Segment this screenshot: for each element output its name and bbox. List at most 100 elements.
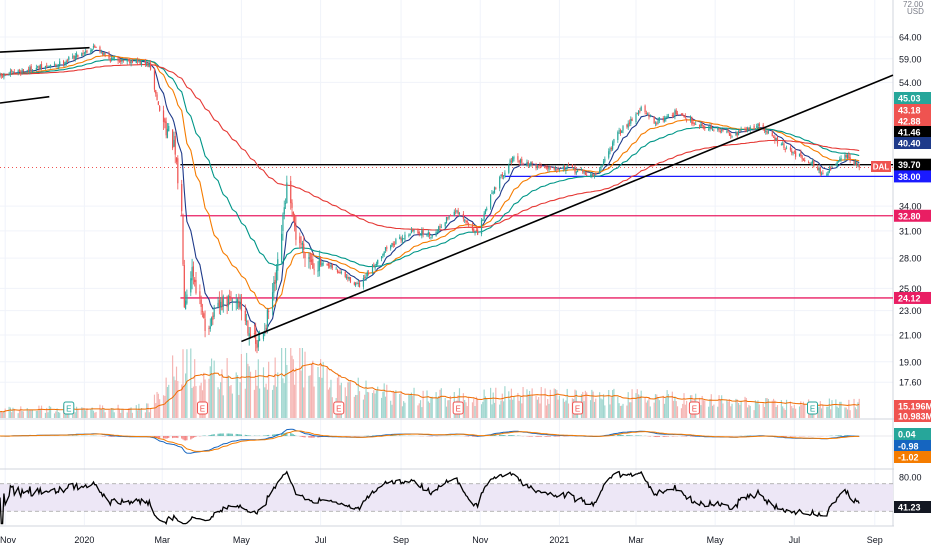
candle-body — [486, 209, 487, 210]
candle — [446, 217, 447, 224]
candle-body — [210, 326, 211, 329]
level-label-39-70[interactable]: 39.70 — [894, 159, 931, 171]
volume-bar — [358, 378, 359, 418]
level-label-38-00[interactable]: 38.00 — [894, 170, 931, 182]
volume-bar — [632, 389, 633, 418]
volume-bar — [568, 404, 569, 418]
volume-bar — [704, 400, 705, 418]
macd-hist-bar — [236, 434, 237, 436]
volume-bar — [526, 389, 527, 418]
volume-bar — [657, 397, 658, 418]
candle-body — [759, 124, 760, 126]
candle-body — [563, 167, 564, 169]
candle-body — [204, 319, 205, 331]
earnings-marker[interactable]: E — [64, 402, 74, 414]
macd-label-hist[interactable]: 0.04 — [894, 428, 931, 440]
candle — [390, 245, 391, 251]
rsi-tick-80: 80.00 — [899, 472, 922, 482]
earnings-marker[interactable]: E — [808, 402, 818, 414]
price-label-43-18[interactable]: 43.18 — [894, 104, 931, 116]
candle — [90, 48, 91, 54]
volume-bar — [600, 398, 601, 418]
candle-body — [436, 232, 437, 236]
candle — [339, 269, 340, 274]
candle — [774, 135, 775, 144]
candle — [776, 138, 777, 141]
earnings-marker[interactable]: E — [689, 402, 699, 414]
candle-body — [766, 131, 767, 133]
price-label-45-03[interactable]: 45.03 — [894, 92, 931, 104]
candle-body — [2, 76, 3, 77]
candle-body — [626, 125, 627, 127]
candle-body — [821, 174, 822, 175]
candle — [141, 60, 142, 67]
candle-body — [403, 238, 404, 239]
level-label-24-12[interactable]: 24.12 — [894, 292, 931, 304]
volume-bar — [547, 399, 548, 418]
earnings-marker[interactable]: E — [573, 402, 583, 414]
candle-body — [648, 115, 649, 118]
candle — [341, 270, 342, 274]
candle-body — [128, 59, 129, 60]
candle-body — [831, 166, 832, 167]
candle-body — [685, 116, 686, 118]
candle — [853, 161, 854, 165]
macd-label-line-text: -0.98 — [898, 442, 919, 452]
candle-body — [472, 225, 473, 230]
candle-body — [101, 52, 102, 53]
earnings-marker[interactable]: E — [334, 402, 344, 414]
volume-bar — [182, 349, 183, 418]
price-label-41-46[interactable]: 41.46 — [894, 126, 931, 138]
volume-bar — [75, 412, 76, 418]
candle-body — [40, 65, 41, 69]
level-label-32-80[interactable]: 32.80 — [894, 210, 931, 222]
candle — [1, 73, 2, 79]
earnings-marker[interactable]: E — [453, 402, 463, 414]
candle-body — [491, 193, 492, 194]
candle-body — [73, 56, 74, 59]
macd-hist-bar — [840, 435, 841, 436]
candle-body — [503, 175, 504, 176]
earnings-marker-label: E — [575, 405, 580, 414]
volume-bar — [232, 394, 233, 418]
macd-hist-bar — [539, 436, 540, 437]
candle-body — [354, 283, 355, 285]
volume-bar — [281, 348, 282, 418]
volume-bar — [36, 411, 37, 418]
candle-body — [620, 130, 621, 134]
candle — [336, 267, 337, 270]
candle-body — [236, 302, 237, 303]
candle-body — [138, 61, 139, 62]
candle-body — [423, 229, 424, 235]
volume-bar — [228, 375, 229, 418]
ticker-badge[interactable]: DAL — [871, 161, 891, 172]
volume-bar — [195, 386, 196, 418]
volume-bar — [703, 400, 704, 418]
candle — [472, 222, 473, 231]
volume-bar — [685, 405, 686, 418]
volume-bar — [628, 392, 629, 418]
macd-hist-bar — [211, 435, 212, 436]
earnings-marker[interactable]: E — [197, 402, 207, 414]
candle — [159, 105, 160, 112]
price-label-42-88[interactable]: 42.88 — [894, 115, 931, 127]
candle-body — [604, 159, 605, 162]
volume-bar — [303, 387, 304, 418]
volume-bar — [766, 398, 767, 418]
volume-bar — [192, 388, 193, 418]
macd-label-signal[interactable]: -1.02 — [894, 451, 931, 463]
price-label-40-40[interactable]: 40.40 — [894, 137, 931, 149]
rsi-label-value[interactable]: 41.23 — [894, 501, 931, 513]
volume-label-2[interactable]: 10.983M — [894, 410, 932, 422]
volume-bar — [184, 387, 185, 418]
macd-label-line[interactable]: -0.98 — [894, 440, 931, 452]
candle-body — [402, 238, 403, 242]
candle-body — [637, 113, 638, 114]
macd-hist-bar — [558, 436, 559, 437]
candle — [37, 66, 38, 69]
earnings-marker-label: E — [66, 405, 71, 414]
candle-body — [850, 157, 851, 161]
